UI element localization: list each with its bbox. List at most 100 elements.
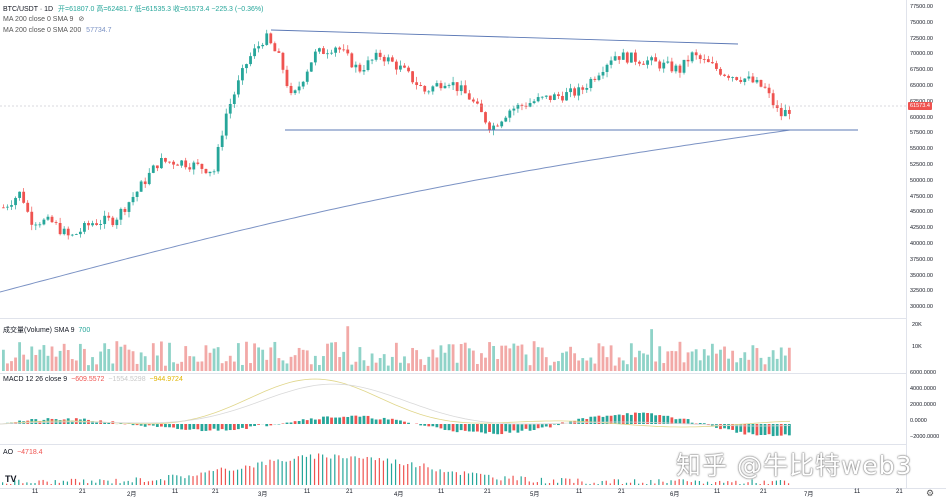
- time-tick: 11: [438, 489, 445, 495]
- candle-body: [34, 224, 38, 226]
- volume-bar: [301, 349, 305, 371]
- ao-bar: [2, 482, 4, 485]
- macd-legend[interactable]: MACD 12 26 close 9 −609.5572 −1554.5298 …: [3, 376, 183, 383]
- ao-bar: [265, 465, 267, 485]
- ao-bar: [143, 482, 145, 485]
- volume-bar: [257, 347, 261, 371]
- ao-bar: [350, 456, 352, 485]
- ao-bar: [435, 471, 437, 485]
- candle-body: [702, 59, 706, 60]
- volume-bar: [399, 362, 402, 371]
- volume-bar: [723, 346, 726, 371]
- tradingview-logo-icon[interactable]: TV: [5, 474, 17, 484]
- ma9-legend[interactable]: MA 200 close 0 SMA 9 ⊘: [3, 15, 84, 23]
- volume-bar: [318, 364, 321, 371]
- candle-body: [670, 61, 674, 72]
- candle-body: [658, 61, 662, 69]
- volume-bar: [435, 357, 439, 371]
- candle-body: [293, 90, 297, 94]
- candle-body: [322, 48, 325, 54]
- ao-bar: [30, 483, 32, 485]
- ao-bar: [78, 482, 81, 485]
- candle-body: [787, 109, 791, 114]
- volume-bar: [289, 356, 293, 371]
- volume-bar: [419, 359, 423, 371]
- volume-bar: [390, 356, 394, 371]
- macd-line: [0, 378, 791, 428]
- macd-chart[interactable]: [0, 374, 906, 444]
- ao-bar: [281, 461, 283, 485]
- candle-body: [301, 81, 305, 87]
- signal-line: [0, 383, 791, 427]
- volume-bar: [253, 343, 256, 371]
- candle-body: [143, 181, 147, 185]
- volume-bar: [739, 357, 743, 371]
- ao-bar: [362, 458, 364, 485]
- symbol-title[interactable]: BTC/USDT · 1D 开=61807.0 高=62481.7 低=6153…: [3, 4, 264, 14]
- price-tick: 67500.00: [910, 67, 933, 74]
- ao-bar: [382, 460, 385, 485]
- macd-histogram-bar: [751, 424, 755, 435]
- volume-bar: [747, 359, 751, 371]
- ma200-legend[interactable]: MA 200 close 0 SMA 200 57734.7: [3, 27, 111, 34]
- ao-bar: [257, 462, 259, 485]
- volume-bar: [285, 363, 289, 371]
- candle-body: [338, 47, 342, 50]
- volume-bar: [135, 363, 139, 371]
- volume-bar: [6, 363, 9, 371]
- candle-body: [22, 191, 26, 203]
- candle-body: [674, 65, 678, 72]
- candle-body: [249, 56, 252, 65]
- volume-bar: [394, 342, 398, 371]
- price-tick: 35000.00: [910, 272, 933, 279]
- ao-bar: [625, 482, 628, 485]
- candle-body: [350, 53, 354, 68]
- volume-bar: [305, 350, 309, 371]
- macd-histogram-bar: [642, 412, 645, 424]
- eye-off-icon[interactable]: ⊘: [78, 16, 85, 23]
- ao-chart[interactable]: [0, 445, 906, 488]
- volume-bar: [330, 342, 333, 371]
- candle-body: [621, 52, 625, 60]
- volume-bar: [151, 343, 155, 371]
- price-chart[interactable]: [0, 0, 906, 318]
- candle-body: [14, 197, 17, 206]
- macd-histogram-bar: [686, 419, 690, 424]
- volume-bar: [338, 357, 342, 371]
- candle-body: [751, 76, 755, 83]
- time-tick: 21: [896, 489, 903, 495]
- ao-bar: [87, 483, 89, 485]
- price-axis[interactable]: [906, 0, 946, 488]
- candle-body: [484, 112, 487, 123]
- pane-separator: [0, 318, 906, 319]
- volume-chart[interactable]: [0, 319, 906, 373]
- ao-bar: [459, 474, 461, 485]
- macd-histogram-bar: [147, 424, 151, 426]
- macd-histogram-bar: [228, 424, 232, 431]
- time-tick: 2月: [127, 492, 137, 498]
- volume-bar: [601, 346, 605, 371]
- macd-histogram-bar: [731, 424, 735, 430]
- volume-legend[interactable]: 成交量(Volume) SMA 9 700: [3, 325, 90, 335]
- candle-body: [285, 69, 289, 87]
- candle-body: [184, 160, 188, 168]
- ao-legend[interactable]: AO −4718.4: [3, 449, 43, 456]
- ao-bar: [476, 473, 478, 485]
- macd-histogram-bar: [390, 418, 394, 424]
- macd-histogram-bar: [755, 424, 759, 436]
- volume-bar: [439, 345, 443, 371]
- candle-body: [103, 215, 107, 225]
- ao-bar: [224, 468, 227, 485]
- volume-bar: [143, 356, 147, 371]
- gear-icon[interactable]: ⚙: [926, 488, 935, 498]
- ao-bar: [638, 483, 640, 485]
- ao-bar: [293, 458, 295, 485]
- price-tick: 30000.00: [910, 304, 933, 311]
- ao-bar: [755, 483, 757, 485]
- ao-bar: [241, 468, 243, 485]
- candle-body: [168, 161, 171, 163]
- macd-histogram-bar: [301, 419, 305, 424]
- volume-bar: [423, 364, 427, 371]
- ao-bar: [504, 476, 506, 485]
- ao-bar: [192, 476, 194, 485]
